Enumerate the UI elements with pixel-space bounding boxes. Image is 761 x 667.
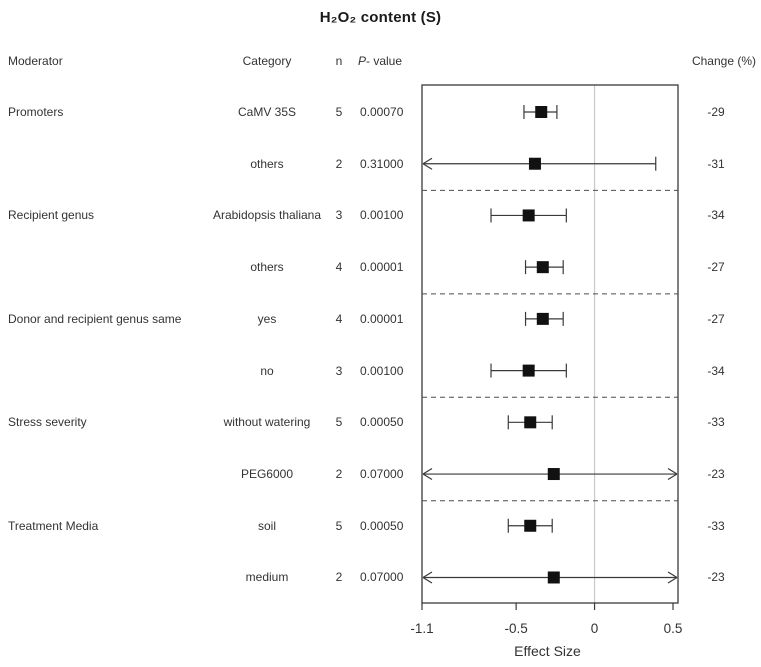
column-header-moderator: Moderator xyxy=(8,54,63,68)
row-change-value: -34 xyxy=(707,364,725,378)
ci-arrow-left xyxy=(422,576,433,584)
row-n-value: 2 xyxy=(335,157,343,171)
row-change-value: -33 xyxy=(707,415,725,429)
row-n-value: 5 xyxy=(335,519,343,533)
row-p-value: 0.07000 xyxy=(360,570,404,584)
row-category-label: yes xyxy=(257,312,277,326)
row-moderator-label: Promoters xyxy=(8,105,64,119)
x-axis-tick-label: -0.5 xyxy=(504,621,527,636)
ci-arrow-left xyxy=(422,571,433,578)
ci-arrow-left xyxy=(422,468,433,475)
row-category-label: Arabidopsis thaliana xyxy=(212,208,322,222)
effect-size-square-marker xyxy=(536,261,549,274)
row-p-value: 0.31000 xyxy=(360,157,404,171)
row-p-value: 0.00100 xyxy=(360,364,404,378)
row-change-value: -23 xyxy=(707,570,725,584)
row-category-label: CaMV 35S xyxy=(237,105,297,119)
row-p-value: 0.00050 xyxy=(360,519,404,533)
row-p-value: 0.00001 xyxy=(360,312,404,326)
row-change-value: -27 xyxy=(707,260,725,274)
row-moderator-label: Donor and recipient genus same xyxy=(8,312,182,326)
x-axis-tick-label: 0 xyxy=(591,621,599,636)
row-p-value: 0.00001 xyxy=(360,260,404,274)
row-p-value: 0.00100 xyxy=(360,208,404,222)
row-category-label: others xyxy=(250,260,284,274)
effect-size-square-marker xyxy=(522,209,535,222)
row-moderator-label: Treatment Media xyxy=(8,519,99,533)
row-n-value: 5 xyxy=(335,415,343,429)
row-category-label: others xyxy=(250,157,284,171)
x-axis-tick-label: 0.5 xyxy=(664,621,683,636)
effect-size-square-marker xyxy=(524,416,537,429)
row-p-value: 0.00050 xyxy=(360,415,404,429)
row-category-label: no xyxy=(260,364,274,378)
row-p-value: 0.00070 xyxy=(360,105,404,119)
row-moderator-label: Recipient genus xyxy=(8,208,95,222)
row-n-value: 2 xyxy=(335,570,343,584)
row-n-value: 4 xyxy=(335,260,343,274)
row-category-label: medium xyxy=(245,570,289,584)
ci-arrow-left xyxy=(422,473,433,481)
ci-arrow-right xyxy=(667,576,678,584)
column-header-category: Category xyxy=(242,54,292,68)
ci-arrow-right xyxy=(667,473,678,481)
row-change-value: -29 xyxy=(707,105,725,119)
effect-size-square-marker xyxy=(524,519,537,532)
x-axis-tick-label: -1.1 xyxy=(410,621,433,636)
effect-size-square-marker xyxy=(547,468,560,481)
row-n-value: 5 xyxy=(335,105,343,119)
row-change-value: -31 xyxy=(707,157,725,171)
x-axis-label: Effect Size xyxy=(514,643,581,659)
row-category-label: without watering xyxy=(223,415,311,429)
plot-border-box xyxy=(421,84,679,604)
row-category-label: soil xyxy=(257,519,276,533)
ci-arrow-right xyxy=(667,571,678,578)
effect-size-square-marker xyxy=(522,364,535,377)
chart-title: H₂O₂ content (S) xyxy=(319,9,442,26)
p-value-italic-p: P xyxy=(358,54,367,68)
ci-arrow-left xyxy=(422,163,433,170)
row-n-value: 3 xyxy=(335,208,343,222)
row-n-value: 4 xyxy=(335,312,343,326)
ci-arrow-left xyxy=(422,157,433,165)
column-header-change: Change (%) xyxy=(691,54,756,68)
row-change-value: -27 xyxy=(707,312,725,326)
effect-size-square-marker xyxy=(536,312,549,325)
row-change-value: -34 xyxy=(707,208,725,222)
effect-size-square-marker xyxy=(528,157,541,170)
row-change-value: -23 xyxy=(707,467,725,481)
row-n-value: 3 xyxy=(335,364,343,378)
row-n-value: 2 xyxy=(335,467,343,481)
effect-size-square-marker xyxy=(547,571,560,584)
p-value-rest: - value xyxy=(366,54,403,68)
column-header-p-value: P- value xyxy=(358,54,402,68)
effect-size-square-marker xyxy=(535,106,548,118)
row-p-value: 0.07000 xyxy=(360,467,404,481)
row-moderator-label: Stress severity xyxy=(8,415,87,429)
row-change-value: -33 xyxy=(707,519,725,533)
row-category-label: PEG6000 xyxy=(240,467,294,481)
column-header-n: n xyxy=(335,54,343,68)
ci-arrow-right xyxy=(667,468,678,475)
